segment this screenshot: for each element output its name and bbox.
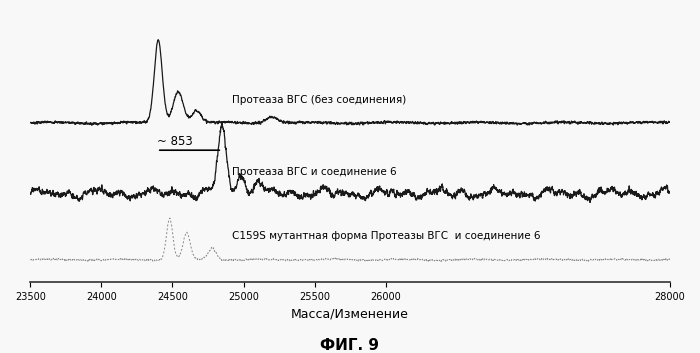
Text: Протеаза ВГС и соединение 6: Протеаза ВГС и соединение 6 <box>232 167 397 177</box>
Text: Протеаза ВГС (без соединения): Протеаза ВГС (без соединения) <box>232 95 407 104</box>
Text: ФИГ. 9: ФИГ. 9 <box>321 338 379 353</box>
Text: C159S мутантная форма Протеазы ВГС  и соединение 6: C159S мутантная форма Протеазы ВГС и сое… <box>232 232 540 241</box>
X-axis label: Масса/Изменение: Масса/Изменение <box>291 307 409 321</box>
Text: ~ 853: ~ 853 <box>157 135 193 148</box>
